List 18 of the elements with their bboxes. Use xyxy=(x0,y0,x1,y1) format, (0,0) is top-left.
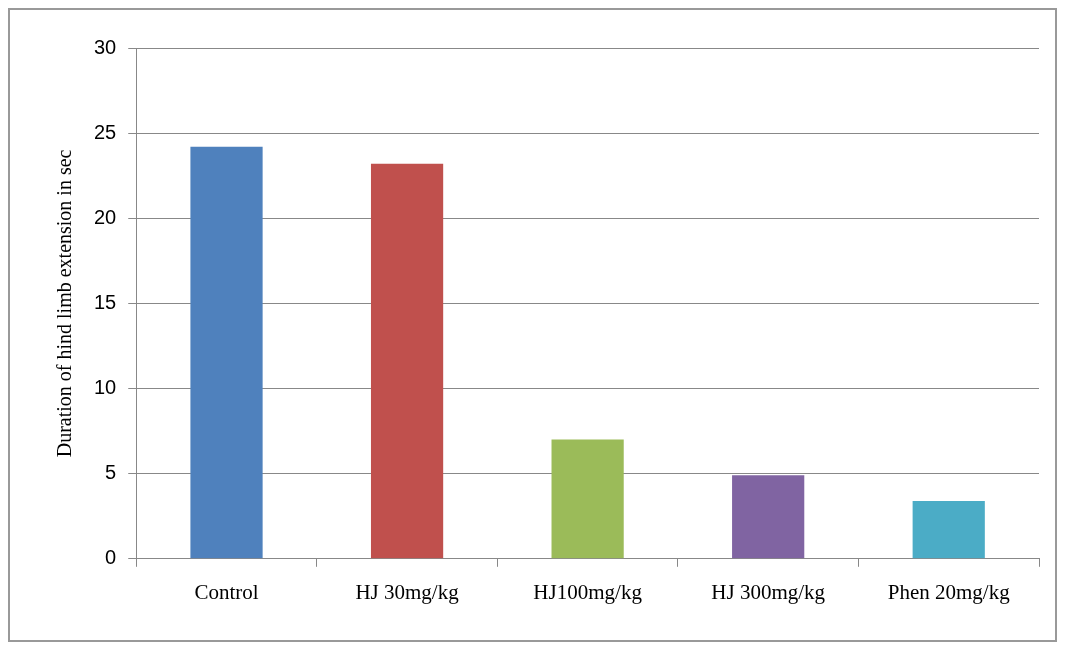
bar xyxy=(732,475,805,559)
x-tick-label: Phen 20mg/kg xyxy=(887,579,1011,604)
bar xyxy=(551,439,624,559)
y-tick-label: 5 xyxy=(105,461,117,484)
x-tick-label: HJ 30mg/kg xyxy=(355,579,460,604)
x-tick-label: HJ 300mg/kg xyxy=(711,579,826,604)
y-tick-label: 30 xyxy=(94,35,117,58)
y-tick-label: 15 xyxy=(94,290,117,313)
bar xyxy=(190,146,263,559)
bar xyxy=(370,163,444,559)
y-tick-label: 0 xyxy=(105,546,117,569)
y-tick-label: 25 xyxy=(94,120,117,143)
y-axis-title: Duration of hind limb extension in sec xyxy=(53,149,76,458)
x-tick-label: Control xyxy=(194,579,259,604)
y-tick-label: 10 xyxy=(94,376,117,399)
y-tick-label: 20 xyxy=(94,205,117,228)
bar xyxy=(912,500,985,559)
x-tick-label: HJ100mg/kg xyxy=(533,579,643,604)
